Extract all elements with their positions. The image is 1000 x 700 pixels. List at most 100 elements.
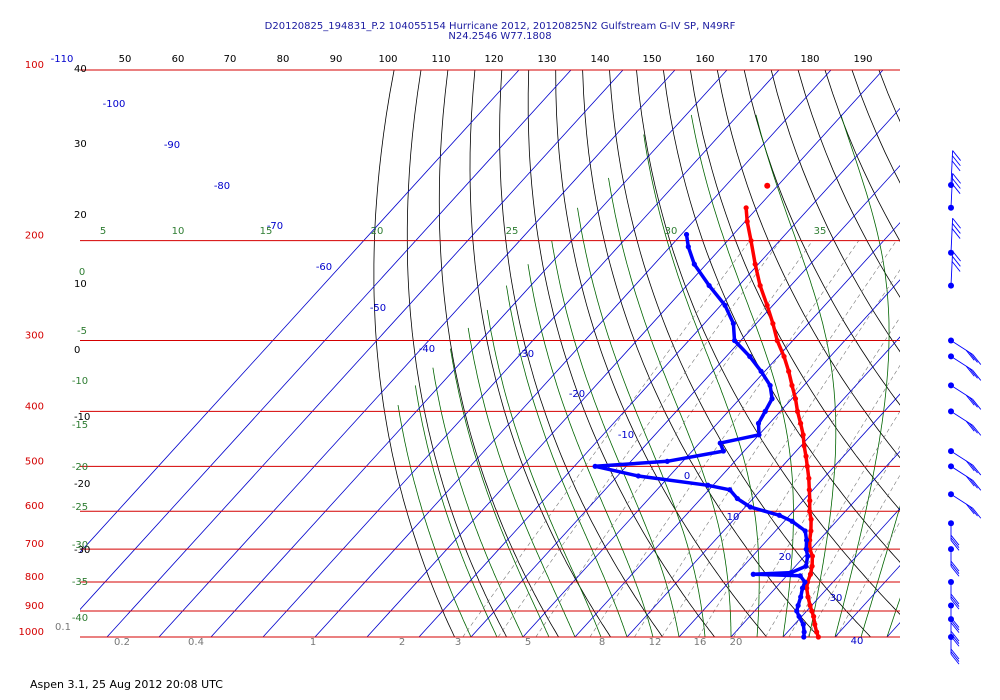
series-point-dewpoint xyxy=(802,579,808,585)
series-point-dewpoint xyxy=(722,302,728,308)
adiabat-label: 10 xyxy=(172,226,185,237)
series-point-dewpoint xyxy=(592,463,598,469)
dry-adiabat xyxy=(878,70,900,123)
series-point-temperature xyxy=(809,563,815,569)
top-axis-label: 110 xyxy=(431,54,450,65)
series-point-dewpoint xyxy=(720,448,726,454)
dry-adiabat xyxy=(469,70,611,637)
series-point-dewpoint xyxy=(795,602,801,609)
series-point-dewpoint xyxy=(769,396,775,402)
moist-adiabat xyxy=(755,114,837,637)
series-point-dewpoint xyxy=(797,573,803,579)
isotherm-line xyxy=(80,70,572,611)
dry-adiabat xyxy=(906,70,1000,637)
wind-barb-shaft xyxy=(950,493,974,509)
dry-adiabat xyxy=(582,70,819,637)
series-point-temperature xyxy=(809,608,815,614)
series-point-dewpoint xyxy=(750,571,756,577)
dry-adiabat xyxy=(636,70,900,615)
wind-barb-feather xyxy=(952,256,961,267)
wind-barb-feather xyxy=(950,534,960,546)
series-point-dewpoint xyxy=(788,570,794,576)
isotherm-line xyxy=(522,222,900,637)
wind-barb-feather xyxy=(951,160,961,172)
wind-barb-feather xyxy=(972,425,982,436)
series-point-dewpoint xyxy=(747,504,754,510)
dry-adiabat xyxy=(690,70,900,511)
moist-adiabat xyxy=(414,385,498,637)
series-point-temperature xyxy=(770,320,776,327)
wind-barb-feather xyxy=(952,217,961,229)
isotherm-label: -60 xyxy=(316,262,332,273)
isotherm-label: -20 xyxy=(569,389,585,400)
isotherm-label: -70 xyxy=(267,221,283,232)
isotherm-label: -30 xyxy=(518,349,534,360)
mixing-ratio-label: 0.2 xyxy=(114,637,130,648)
adiabat-label: 20 xyxy=(371,226,384,237)
left-scale-label: -20 xyxy=(74,479,90,490)
series-point-temperature xyxy=(807,546,813,552)
wind-barb-feather xyxy=(950,648,960,660)
adiabat-label: -40 xyxy=(72,613,88,624)
wind-barb-feather xyxy=(969,368,978,379)
isotherm-line xyxy=(470,164,900,637)
adiabat-label: -5 xyxy=(77,326,87,337)
isotherm-line xyxy=(939,70,1000,637)
dry-adiabat xyxy=(987,70,1000,637)
left-scale-label: 0 xyxy=(74,345,80,356)
mixing-ratio-label: 0.1 xyxy=(55,622,71,633)
wind-barb-feather xyxy=(972,354,982,365)
top-axis-label: 190 xyxy=(853,54,872,65)
series-point-dewpoint xyxy=(799,585,806,591)
mixing-ratio-label: 0.4 xyxy=(188,637,204,648)
moist-adiabat xyxy=(860,505,900,637)
isotherm-label: 40 xyxy=(851,636,864,647)
series-point-temperature xyxy=(807,571,814,577)
mixing-ratio-label: 1 xyxy=(310,637,316,648)
series-point-temperature xyxy=(774,337,780,344)
top-axis-label: 130 xyxy=(537,54,556,65)
top-axis-label: 180 xyxy=(800,54,819,65)
series-point-temperature xyxy=(800,432,806,438)
moist-adiabat xyxy=(608,177,732,637)
dry-adiabat xyxy=(373,70,455,637)
mixing-ratio-label: 16 xyxy=(694,637,707,648)
wind-barb-feather xyxy=(951,261,961,272)
series-point-temperature xyxy=(807,602,813,609)
isotherm-label: -100 xyxy=(103,99,126,110)
pressure-label-300: 300 xyxy=(25,331,44,342)
series-point-temperature xyxy=(809,553,816,559)
top-axis-label: -110 xyxy=(51,54,74,65)
isotherm-line xyxy=(886,622,900,637)
series-point-dewpoint xyxy=(789,518,795,524)
adiabat-label: -25 xyxy=(72,502,88,513)
wind-barb-feather xyxy=(965,475,975,487)
isotherm-line xyxy=(314,70,832,637)
mixing-ratio-line xyxy=(836,521,900,637)
pressure-label-700: 700 xyxy=(25,539,44,550)
series-point-dewpoint xyxy=(802,528,808,534)
top-axis-label: 50 xyxy=(119,54,132,65)
wind-barb-feather xyxy=(950,563,960,574)
top-axis-label: 150 xyxy=(642,54,661,65)
moist-adiabat xyxy=(834,114,890,637)
wind-barb-feather xyxy=(951,228,961,239)
wind-barb-feather xyxy=(950,651,960,662)
dry-adiabat xyxy=(609,70,871,637)
mixing-ratio-line xyxy=(661,269,900,637)
wind-barb-feather xyxy=(965,503,975,515)
series-point-dewpoint xyxy=(800,621,806,627)
isotherm-line xyxy=(574,279,900,637)
series-point-dewpoint xyxy=(803,546,809,552)
series-point-dewpoint xyxy=(798,594,804,600)
wind-barb-feather xyxy=(952,223,961,234)
mixing-ratio-label: 8 xyxy=(599,637,605,648)
series-point-temperature xyxy=(801,443,807,449)
top-axis-label: 120 xyxy=(484,54,503,65)
mixing-layer xyxy=(462,240,900,637)
series-point-dewpoint xyxy=(776,512,782,518)
dry-adiabat xyxy=(663,70,900,563)
pressure-label-200: 200 xyxy=(25,231,44,242)
series-point-dewpoint xyxy=(796,613,802,620)
